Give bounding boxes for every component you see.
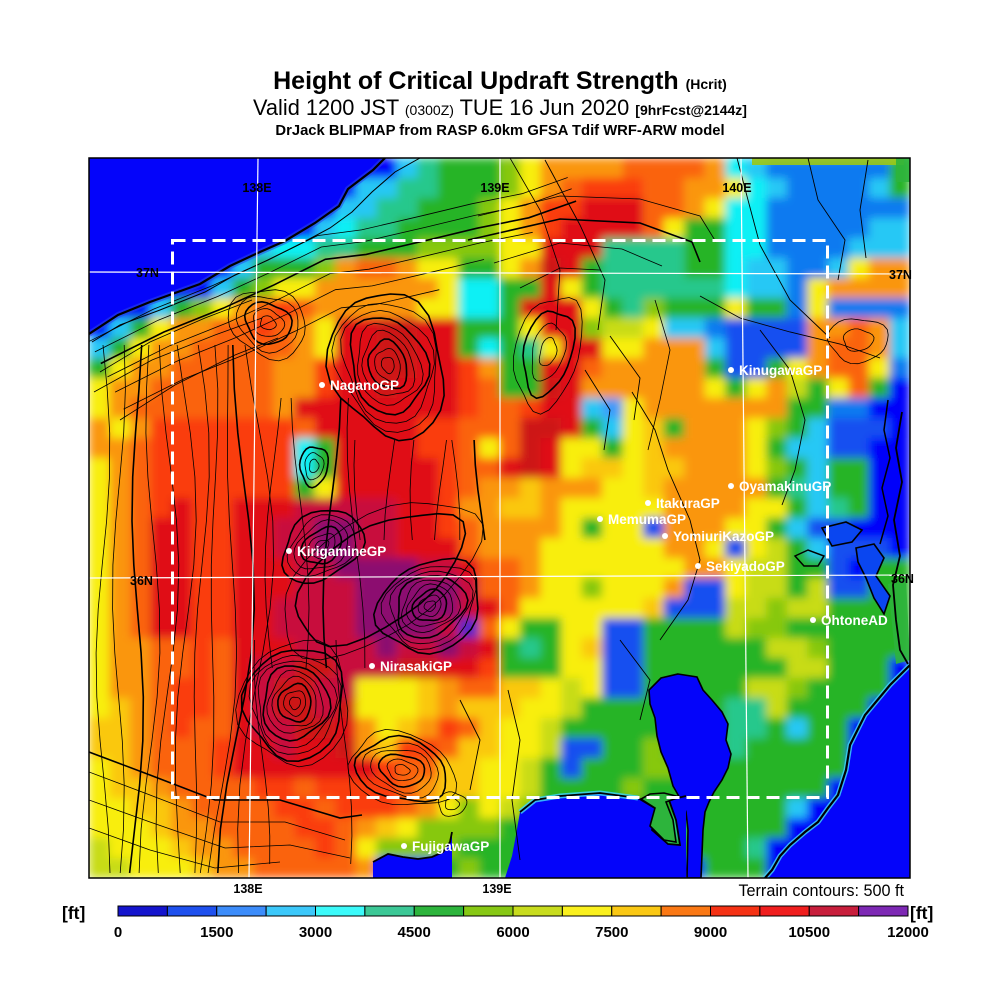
svg-text:36N: 36N — [130, 574, 153, 588]
svg-text:SekiyadoGP: SekiyadoGP — [706, 559, 785, 574]
svg-text:KirigamineGP: KirigamineGP — [297, 544, 386, 559]
svg-text:1500: 1500 — [200, 924, 233, 941]
svg-text:138E: 138E — [233, 882, 262, 896]
svg-text:37N: 37N — [889, 268, 912, 282]
svg-text:6000: 6000 — [496, 924, 529, 941]
svg-text:KinugawaGP: KinugawaGP — [739, 363, 822, 378]
svg-text:139E: 139E — [482, 882, 511, 896]
svg-text:[ft]: [ft] — [62, 903, 85, 923]
svg-text:NirasakiGP: NirasakiGP — [380, 659, 452, 674]
svg-text:0: 0 — [114, 924, 122, 941]
svg-text:7500: 7500 — [595, 924, 628, 941]
svg-text:OyamakinuGP: OyamakinuGP — [739, 479, 831, 494]
svg-text:FujigawaGP: FujigawaGP — [412, 839, 489, 854]
svg-text:Terrain contours: 500 ft: Terrain contours: 500 ft — [738, 882, 904, 900]
svg-text:4500: 4500 — [398, 924, 431, 941]
svg-text:9000: 9000 — [694, 924, 727, 941]
svg-text:YomiuriKazoGP: YomiuriKazoGP — [673, 529, 774, 544]
svg-text:Height of Critical Updraft Str: Height of Critical Updraft Strength (Hcr… — [273, 67, 727, 95]
svg-text:37N: 37N — [136, 266, 159, 280]
svg-text:[ft]: [ft] — [910, 903, 933, 923]
svg-text:DrJack BLIPMAP from RASP 6.0km: DrJack BLIPMAP from RASP 6.0km GFSA Tdif… — [275, 123, 724, 139]
svg-text:OhtoneAD: OhtoneAD — [821, 613, 888, 628]
svg-text:36N: 36N — [891, 572, 914, 586]
svg-text:ItakuraGP: ItakuraGP — [656, 496, 720, 511]
svg-text:NaganoGP: NaganoGP — [330, 378, 399, 393]
svg-text:139E: 139E — [480, 181, 509, 195]
svg-text:10500: 10500 — [788, 924, 830, 941]
svg-text:12000: 12000 — [887, 924, 929, 941]
svg-text:138E: 138E — [242, 181, 271, 195]
svg-text:MemumaGP: MemumaGP — [608, 512, 686, 527]
svg-text:3000: 3000 — [299, 924, 332, 941]
svg-text:140E: 140E — [722, 181, 751, 195]
